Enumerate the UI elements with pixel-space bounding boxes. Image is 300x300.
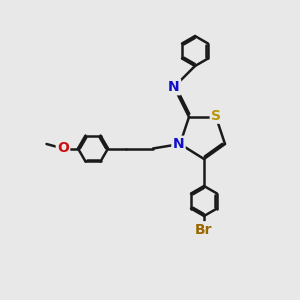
- Text: S: S: [211, 109, 221, 122]
- Text: Br: Br: [195, 223, 213, 236]
- Text: O: O: [57, 142, 69, 155]
- Text: N: N: [173, 137, 184, 151]
- Text: N: N: [168, 80, 180, 94]
